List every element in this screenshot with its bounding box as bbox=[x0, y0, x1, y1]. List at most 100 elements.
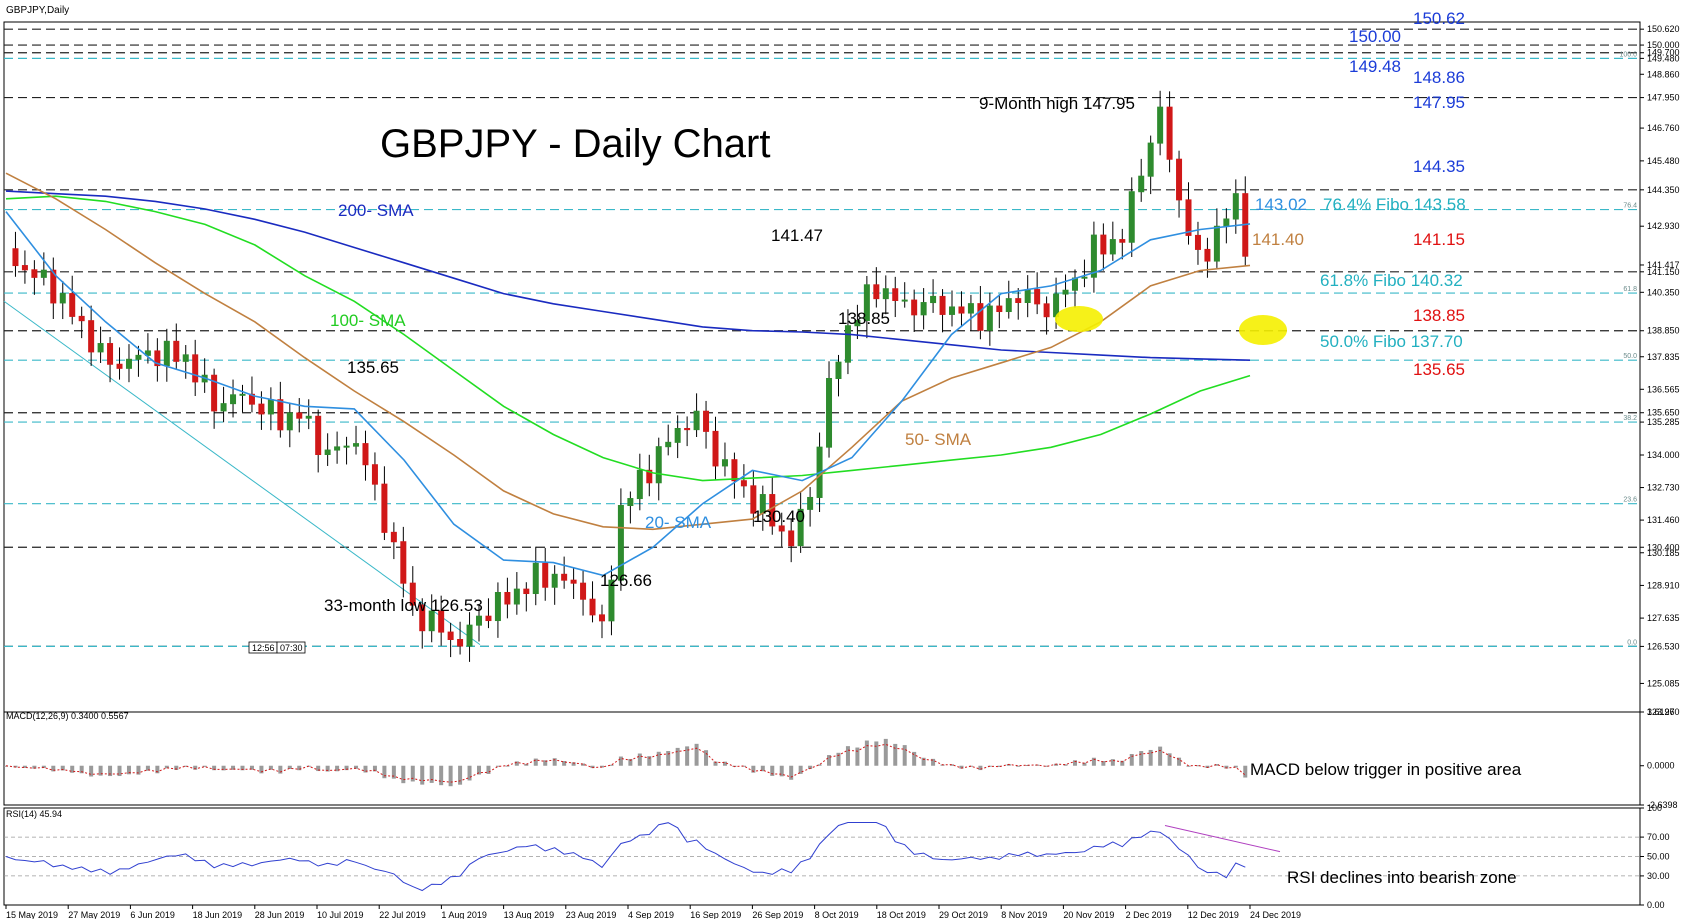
macd-bar bbox=[372, 765, 377, 772]
macd-bar bbox=[420, 765, 425, 785]
level-label: 135.65 bbox=[1413, 360, 1465, 379]
macd-panel: 3.6126 0.0000 -2.6398 bbox=[3, 707, 1678, 810]
candle-bull bbox=[617, 505, 624, 581]
macd-bar bbox=[60, 765, 65, 771]
y-tick-label: 126.530 bbox=[1647, 641, 1680, 651]
macd-signal-line bbox=[5, 743, 1246, 783]
candle-bear bbox=[50, 269, 57, 304]
macd-title: MACD(12,26,9) 0.3400 0.5567 bbox=[6, 711, 129, 721]
macd-bar bbox=[297, 765, 302, 771]
y-tick-label: 144.350 bbox=[1647, 185, 1680, 195]
candle-bear bbox=[684, 428, 691, 431]
candle-bear bbox=[1204, 248, 1211, 262]
candle-bear bbox=[769, 494, 776, 527]
macd-bar bbox=[609, 764, 614, 766]
candle-bull bbox=[1232, 193, 1239, 220]
macd-bar bbox=[1177, 757, 1182, 766]
candle-bear bbox=[315, 415, 322, 455]
macd-bar bbox=[893, 743, 898, 766]
macd-bar bbox=[278, 765, 283, 774]
macd-bar bbox=[694, 743, 699, 766]
x-tick-label: 24 Dec 2019 bbox=[1250, 910, 1301, 919]
candle-bull bbox=[674, 428, 681, 443]
candle-bull bbox=[476, 615, 483, 626]
candle-bull bbox=[930, 295, 937, 304]
candle-bull bbox=[230, 394, 237, 405]
candle-bull bbox=[627, 498, 634, 507]
macd-bar bbox=[391, 765, 396, 779]
macd-bar bbox=[760, 765, 765, 772]
rsi-tick-label: 30.00 bbox=[1647, 871, 1670, 881]
y-tick-label: 146.760 bbox=[1647, 123, 1680, 133]
candle-bull bbox=[655, 446, 662, 484]
candle-bull bbox=[863, 284, 870, 321]
macd-bar bbox=[467, 765, 472, 781]
candle-bull bbox=[844, 325, 851, 363]
macd-bar bbox=[98, 765, 103, 776]
candle-bear bbox=[788, 530, 795, 547]
sma-line-50 bbox=[5, 172, 1251, 531]
candle-bear bbox=[580, 582, 587, 600]
candle-bull bbox=[1081, 276, 1088, 279]
candle-bear bbox=[731, 459, 738, 482]
candle-bull bbox=[967, 303, 974, 314]
fibo-label: 61.8 bbox=[1623, 286, 1637, 293]
rsi-tick-label: 0.00 bbox=[1647, 900, 1665, 910]
macd-bar bbox=[70, 765, 75, 773]
x-tick-label: 10 Jul 2019 bbox=[317, 910, 364, 919]
macd-bar bbox=[193, 765, 198, 770]
macd-bar bbox=[628, 758, 633, 766]
y-tick-label: 148.860 bbox=[1647, 69, 1680, 79]
macd-bar bbox=[439, 765, 444, 786]
candle-bull bbox=[835, 361, 842, 379]
rsi-panel: 100 70.00 50.00 30.00 0.00 bbox=[3, 803, 1670, 910]
macd-bar bbox=[618, 756, 623, 766]
candle-bull bbox=[163, 340, 170, 367]
candle-bull bbox=[305, 415, 312, 419]
macd-bar bbox=[1148, 749, 1153, 766]
price-annotation: 50- SMA bbox=[905, 430, 972, 449]
macd-bar bbox=[325, 765, 330, 772]
candle-bear bbox=[154, 350, 161, 367]
candle-bull bbox=[826, 377, 833, 448]
candle-bull bbox=[494, 592, 501, 622]
candle-bear bbox=[447, 631, 454, 641]
level-label: 141.40 bbox=[1252, 230, 1304, 249]
macd-bar bbox=[968, 765, 973, 767]
y-tick-label: 127.635 bbox=[1647, 613, 1680, 623]
candle-bear bbox=[173, 340, 180, 362]
candle-bull bbox=[135, 354, 142, 360]
macd-bar bbox=[287, 765, 292, 769]
candle-bear bbox=[646, 469, 653, 484]
x-tick-label: 22 Jul 2019 bbox=[379, 910, 426, 919]
candle-bull bbox=[1223, 218, 1230, 227]
candle-bull bbox=[854, 319, 861, 327]
candle-bull bbox=[721, 459, 728, 467]
macd-bar bbox=[741, 765, 746, 767]
candle-bear bbox=[362, 443, 369, 466]
macd-bar bbox=[401, 765, 406, 784]
timestamp-label: 07:30 bbox=[280, 643, 303, 653]
candle-bull bbox=[1005, 298, 1012, 313]
candle-bear bbox=[1100, 234, 1107, 255]
y-tick-label: 137.835 bbox=[1647, 352, 1680, 362]
macd-bar bbox=[685, 746, 690, 766]
macd-bar bbox=[864, 740, 869, 766]
price-annotation: 141.47 bbox=[771, 226, 823, 245]
highlight-ellipse bbox=[1055, 306, 1103, 332]
macd-bar bbox=[22, 765, 27, 768]
x-tick-label: 8 Nov 2019 bbox=[1001, 910, 1047, 919]
candle-bull bbox=[608, 579, 615, 622]
macd-bar bbox=[1044, 765, 1049, 767]
macd-bar bbox=[477, 765, 482, 775]
candle-bull bbox=[551, 573, 558, 588]
candle-bear bbox=[778, 525, 785, 532]
macd-histogram bbox=[4, 738, 1248, 787]
rsi-title: RSI(14) 45.94 bbox=[6, 809, 62, 819]
macd-bar bbox=[1243, 765, 1248, 778]
candle-bull bbox=[513, 588, 520, 605]
macd-bar bbox=[704, 750, 709, 766]
level-label: 148.86 bbox=[1413, 68, 1465, 87]
y-tick-label: 130.400 bbox=[1647, 542, 1680, 552]
fibo-label: 38.2 bbox=[1623, 415, 1637, 422]
